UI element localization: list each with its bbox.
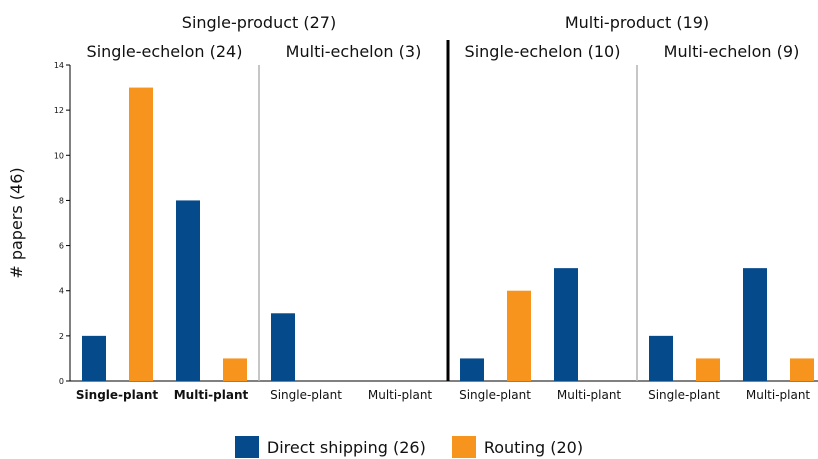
sub-group-title: Single-echelon (10) (465, 42, 621, 61)
bar-direct-shipping (271, 313, 295, 381)
legend-swatch (451, 436, 476, 458)
top-group-title: Multi-product (19) (565, 13, 709, 32)
legend-item-direct-shipping: Direct shipping (26) (234, 436, 426, 458)
category-label: Multi-plant (557, 388, 622, 402)
y-tick-label: 14 (54, 61, 64, 70)
y-tick-label: 6 (59, 242, 64, 251)
y-tick-label: 10 (54, 151, 64, 160)
bar-direct-shipping (649, 335, 673, 381)
bar-routing (790, 358, 814, 381)
y-tick-label: 2 (59, 332, 64, 341)
sub-group-title: Single-echelon (24) (87, 42, 243, 61)
bar-routing (507, 290, 531, 381)
y-axis-label: # papers (46) (7, 167, 26, 278)
legend-swatch (234, 436, 259, 458)
sub-group-title: Multi-echelon (3) (286, 42, 422, 61)
bar-direct-shipping (554, 268, 578, 381)
y-tick-label: 4 (59, 287, 64, 296)
bar-direct-shipping (743, 268, 767, 381)
bar-direct-shipping (82, 335, 106, 381)
legend: Direct shipping (26) Routing (20) (0, 436, 818, 458)
category-label: Single-plant (648, 388, 720, 402)
bar-direct-shipping (176, 200, 200, 381)
y-tick-label: 12 (54, 106, 64, 115)
legend-label: Routing (20) (483, 437, 584, 457)
category-label: Multi-plant (368, 388, 433, 402)
y-tick-label: 8 (59, 196, 64, 205)
chart-svg: 0 2 4 6 8 10 12 14 # papers (46) Single-product (… (7, 13, 818, 402)
legend-label: Direct shipping (26) (266, 437, 426, 457)
category-label: Single-plant (76, 388, 158, 402)
bar-routing (696, 358, 720, 381)
top-group-title: Single-product (27) (182, 13, 336, 32)
category-label: Multi-plant (174, 388, 249, 402)
category-label: Single-plant (459, 388, 531, 402)
y-tick-label: 0 (59, 377, 64, 386)
bar-routing (129, 87, 153, 382)
category-label: Single-plant (270, 388, 342, 402)
sub-group-title: Multi-echelon (9) (664, 42, 800, 61)
legend-item-routing: Routing (20) (451, 436, 584, 458)
bar-routing (223, 358, 247, 381)
category-label: Multi-plant (746, 388, 811, 402)
bar-direct-shipping (460, 358, 484, 381)
